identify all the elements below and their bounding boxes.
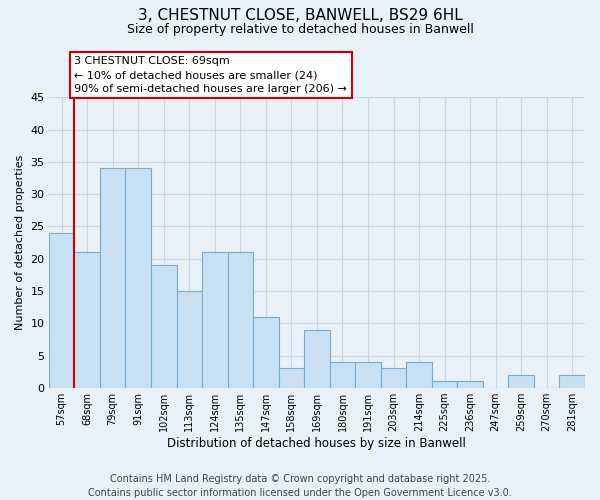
Bar [355,362,381,388]
Text: Size of property relative to detached houses in Banwell: Size of property relative to detached ho… [127,22,473,36]
Bar [253,317,278,388]
Bar [432,382,457,388]
Bar [176,291,202,388]
Bar [304,330,329,388]
Bar [559,375,585,388]
Text: 3 CHESTNUT CLOSE: 69sqm
← 10% of detached houses are smaller (24)
90% of semi-de: 3 CHESTNUT CLOSE: 69sqm ← 10% of detache… [74,56,347,94]
Bar [227,252,253,388]
Y-axis label: Number of detached properties: Number of detached properties [15,155,25,330]
Bar [278,368,304,388]
Bar [381,368,406,388]
Text: 3, CHESTNUT CLOSE, BANWELL, BS29 6HL: 3, CHESTNUT CLOSE, BANWELL, BS29 6HL [137,8,463,22]
Bar [457,382,483,388]
Bar [125,168,151,388]
Bar [49,233,74,388]
Bar [406,362,432,388]
X-axis label: Distribution of detached houses by size in Banwell: Distribution of detached houses by size … [167,437,466,450]
Bar [202,252,227,388]
Bar [508,375,534,388]
Bar [74,252,100,388]
Text: Contains HM Land Registry data © Crown copyright and database right 2025.
Contai: Contains HM Land Registry data © Crown c… [88,474,512,498]
Bar [329,362,355,388]
Bar [100,168,125,388]
Bar [151,265,176,388]
